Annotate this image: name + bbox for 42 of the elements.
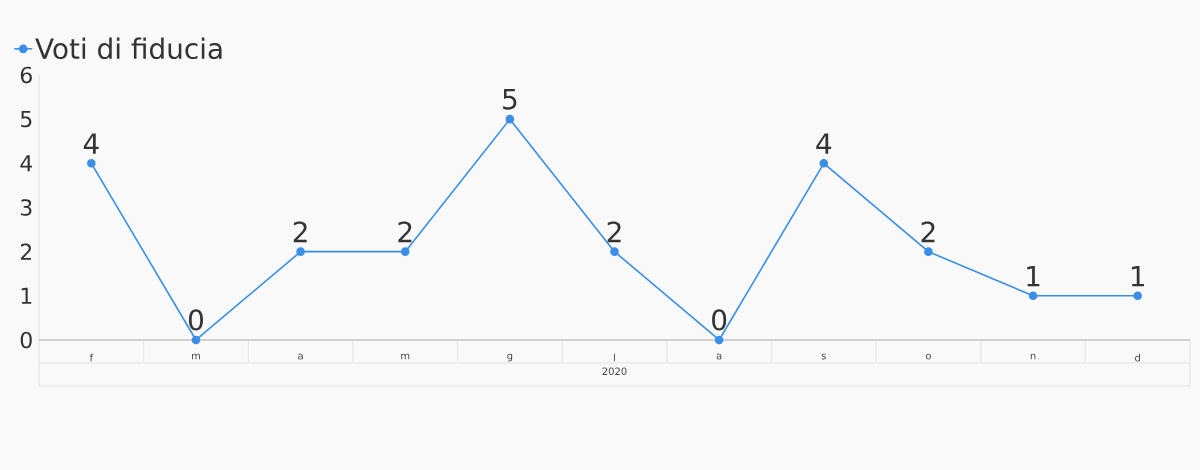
point xyxy=(819,159,829,168)
y-tick-label: 1 xyxy=(21,287,32,304)
point xyxy=(505,114,515,124)
data-label: 4 xyxy=(816,133,832,154)
point xyxy=(1028,291,1038,301)
point xyxy=(1133,291,1142,301)
legend-label: Voti di fiducia xyxy=(35,37,222,60)
y-tick-label: 6 xyxy=(20,66,32,84)
y-tick-label: 4 xyxy=(20,155,33,172)
y-tick-label: 3 xyxy=(20,199,32,216)
data-label: 5 xyxy=(503,88,517,110)
y-tick-label: 2 xyxy=(20,243,32,260)
x-tick-label: f xyxy=(89,353,94,362)
x-tick-label: s xyxy=(821,353,826,360)
x-tick-label: m xyxy=(401,353,410,360)
x-tick-label: a xyxy=(298,353,303,360)
x-tick-label: g xyxy=(507,353,513,362)
data-label: 0 xyxy=(712,309,727,331)
point xyxy=(87,159,96,168)
y-tick-label: 0 xyxy=(20,331,32,349)
data-label: 2 xyxy=(607,221,621,243)
x-tick-label: a xyxy=(716,353,722,360)
data-label: 2 xyxy=(921,221,935,243)
x-tick-label: d xyxy=(1135,353,1140,362)
point xyxy=(296,247,305,256)
data-label: 1 xyxy=(1131,265,1144,287)
x-tick-label: l xyxy=(614,353,615,362)
data-label: 4 xyxy=(83,133,99,154)
data-label: 1 xyxy=(1027,265,1040,287)
x-tick-label: o xyxy=(925,353,931,360)
point xyxy=(714,335,724,345)
data-label: 2 xyxy=(398,221,412,243)
data-label: 2 xyxy=(293,221,307,243)
x-tick-label: m xyxy=(192,353,200,360)
y-tick-label: 5 xyxy=(20,111,32,128)
x-tick-label: n xyxy=(1030,353,1036,360)
point xyxy=(610,247,619,256)
x-axis-title: 2020 xyxy=(602,367,627,376)
point xyxy=(924,247,933,256)
point xyxy=(191,335,201,345)
data-label: 0 xyxy=(188,309,203,331)
point xyxy=(400,247,410,256)
